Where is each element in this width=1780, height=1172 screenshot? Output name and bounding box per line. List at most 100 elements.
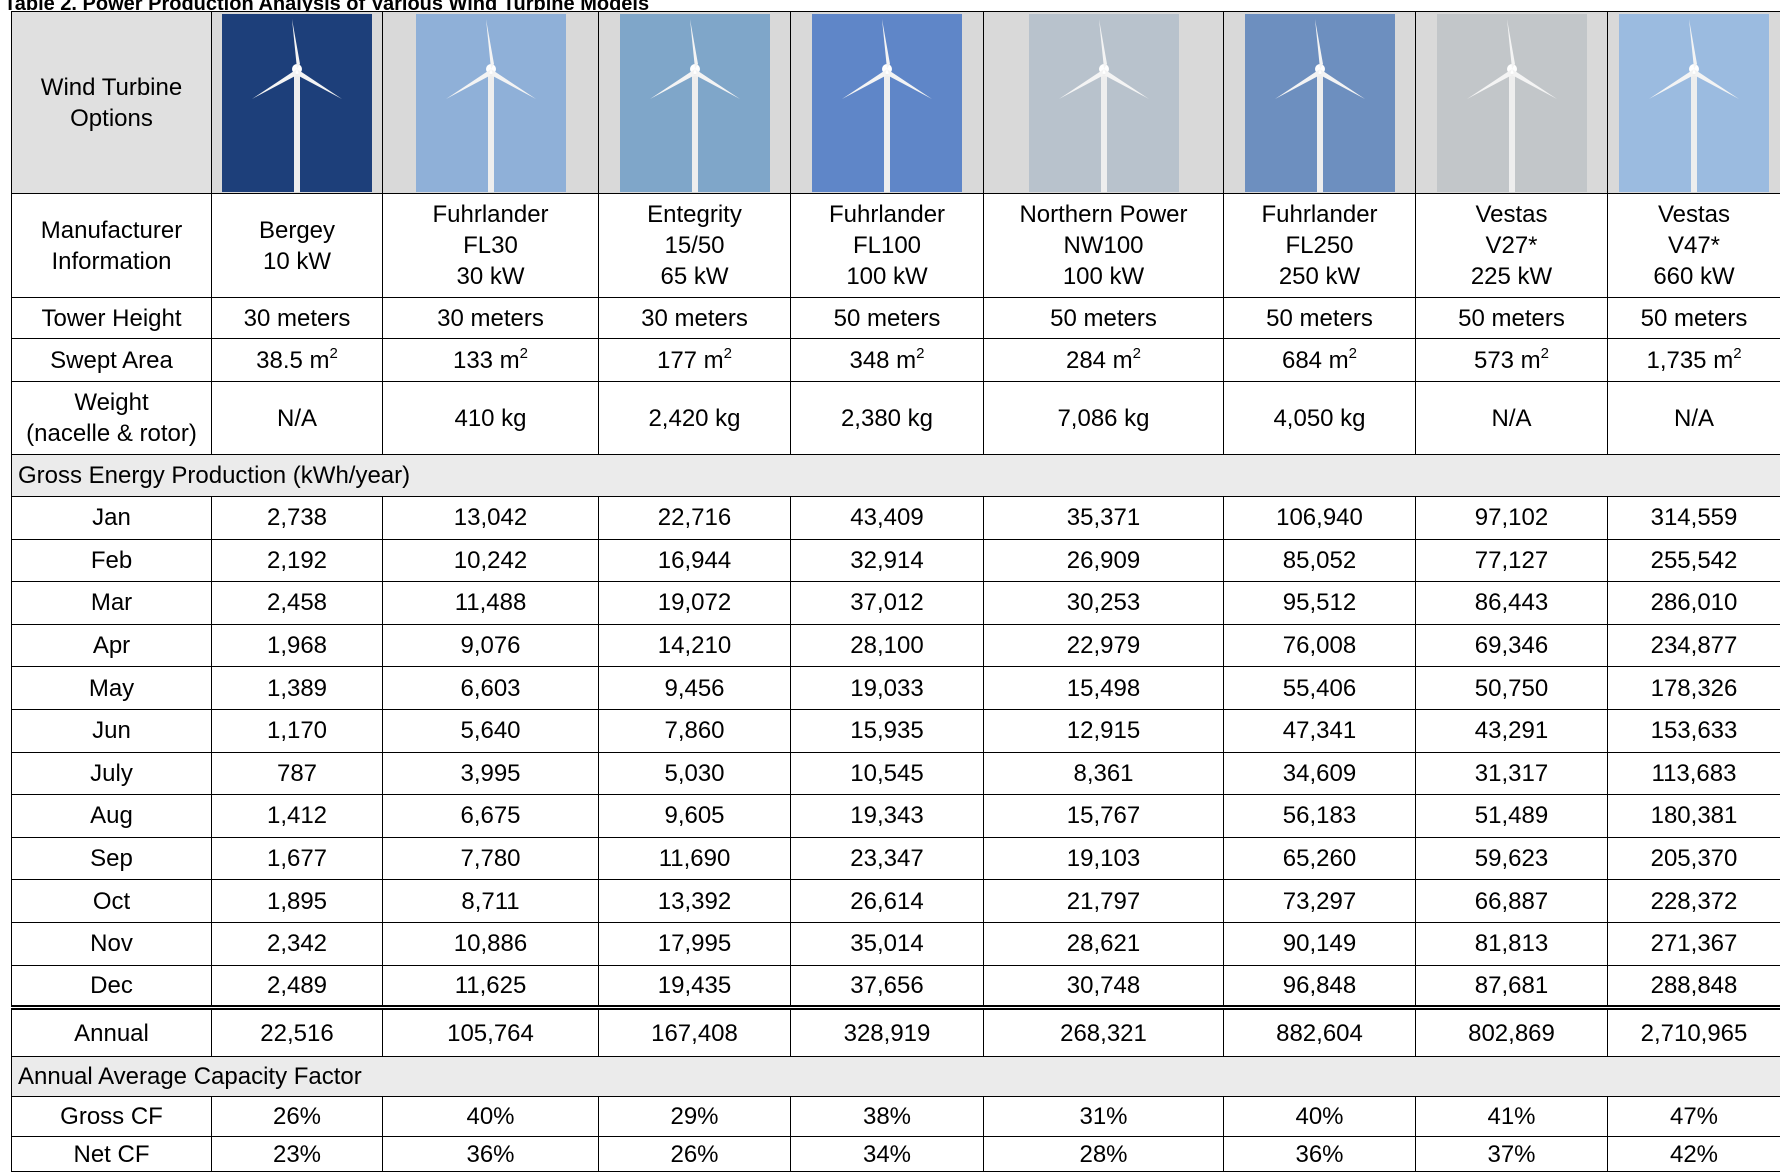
data-cell: 7,086 kg	[984, 382, 1224, 455]
data-cell: 9,076	[383, 624, 599, 667]
data-cell: 56,183	[1224, 795, 1416, 838]
data-cell: 1,735 m2	[1608, 339, 1780, 382]
title-strip: Table 2. Power Production Analysis of Va…	[0, 0, 1780, 11]
data-cell: 5,030	[599, 752, 791, 795]
data-cell: 30 meters	[212, 298, 383, 339]
data-cell: 19,033	[791, 667, 984, 710]
data-cell: 3,995	[383, 752, 599, 795]
data-cell: 177 m2	[599, 339, 791, 382]
data-cell: 32,914	[791, 539, 984, 582]
text-line: 100 kW	[984, 261, 1223, 292]
text-line: Manufacturer	[12, 215, 211, 246]
data-cell: 50,750	[1416, 667, 1608, 710]
turbine-photo	[1029, 14, 1179, 192]
data-cell: 41%	[1416, 1097, 1608, 1137]
image-cell	[383, 12, 599, 194]
cell-value: 573 m	[1474, 347, 1541, 374]
row-label: Sep	[12, 837, 212, 880]
data-cell: 105,764	[383, 1008, 599, 1057]
image-cell	[984, 12, 1224, 194]
row-label: Swept Area	[12, 339, 212, 382]
text-line: Weight	[12, 387, 211, 418]
data-cell: 348 m2	[791, 339, 984, 382]
data-cell: 28%	[984, 1137, 1224, 1172]
cell-value: 177 m	[657, 347, 724, 374]
image-cell	[1608, 12, 1780, 194]
data-cell: 40%	[383, 1097, 599, 1137]
superscript: 2	[1733, 345, 1741, 362]
text-line: Information	[12, 246, 211, 277]
data-cell: 66,887	[1416, 880, 1608, 923]
data-cell: 15,498	[984, 667, 1224, 710]
row-label: Mar	[12, 582, 212, 625]
text-line: Vestas	[1416, 199, 1607, 230]
text-line: 10 kW	[212, 246, 382, 277]
data-cell: 7,860	[599, 709, 791, 752]
data-cell: 2,489	[212, 965, 383, 1008]
data-cell: 43,409	[791, 497, 984, 540]
superscript: 2	[724, 345, 732, 362]
cell-value: 284 m	[1066, 347, 1133, 374]
data-cell: 50 meters	[1608, 298, 1780, 339]
text-line: Fuhrlander	[1224, 199, 1415, 230]
data-cell: 50 meters	[1224, 298, 1416, 339]
text-line: V47*	[1608, 230, 1780, 261]
data-cell: N/A	[212, 382, 383, 455]
image-cell	[212, 12, 383, 194]
row-label: Net CF	[12, 1137, 212, 1172]
superscript: 2	[1349, 345, 1357, 362]
data-cell: 34,609	[1224, 752, 1416, 795]
data-cell: 288,848	[1608, 965, 1780, 1008]
row-label: Aug	[12, 795, 212, 838]
data-cell: 684 m2	[1224, 339, 1416, 382]
data-cell: 255,542	[1608, 539, 1780, 582]
section-label: Annual Average Capacity Factor	[12, 1057, 1780, 1097]
text-line: Fuhrlander	[383, 199, 598, 230]
data-cell: 86,443	[1416, 582, 1608, 625]
data-cell: 284 m2	[984, 339, 1224, 382]
data-cell: 2,192	[212, 539, 383, 582]
section-row: Annual Average Capacity Factor	[12, 1057, 1780, 1097]
data-cell: 1,389	[212, 667, 383, 710]
cell-value: 38.5 m	[256, 347, 329, 374]
data-cell: 97,102	[1416, 497, 1608, 540]
section-row: Gross Energy Production (kWh/year)	[12, 455, 1780, 497]
data-cell: 286,010	[1608, 582, 1780, 625]
data-cell: 30,253	[984, 582, 1224, 625]
data-cell: 6,675	[383, 795, 599, 838]
data-cell: 1,895	[212, 880, 383, 923]
text-line: Vestas	[1608, 199, 1780, 230]
data-cell: 47,341	[1224, 709, 1416, 752]
data-cell: 19,072	[599, 582, 791, 625]
data-cell: 73,297	[1224, 880, 1416, 923]
data-cell: 180,381	[1608, 795, 1780, 838]
text-line: Fuhrlander	[791, 199, 983, 230]
table-title: Table 2. Power Production Analysis of Va…	[4, 0, 649, 11]
data-cell: 37,656	[791, 965, 984, 1008]
superscript: 2	[520, 345, 528, 362]
superscript: 2	[330, 345, 338, 362]
data-cell: 573 m2	[1416, 339, 1608, 382]
data-cell: 9,456	[599, 667, 791, 710]
superscript: 2	[1541, 345, 1549, 362]
data-cell: 11,625	[383, 965, 599, 1008]
data-cell: 95,512	[1224, 582, 1416, 625]
data-cell: 410 kg	[383, 382, 599, 455]
data-cell: 21,797	[984, 880, 1224, 923]
data-cell: 5,640	[383, 709, 599, 752]
row-label: Jan	[12, 497, 212, 540]
